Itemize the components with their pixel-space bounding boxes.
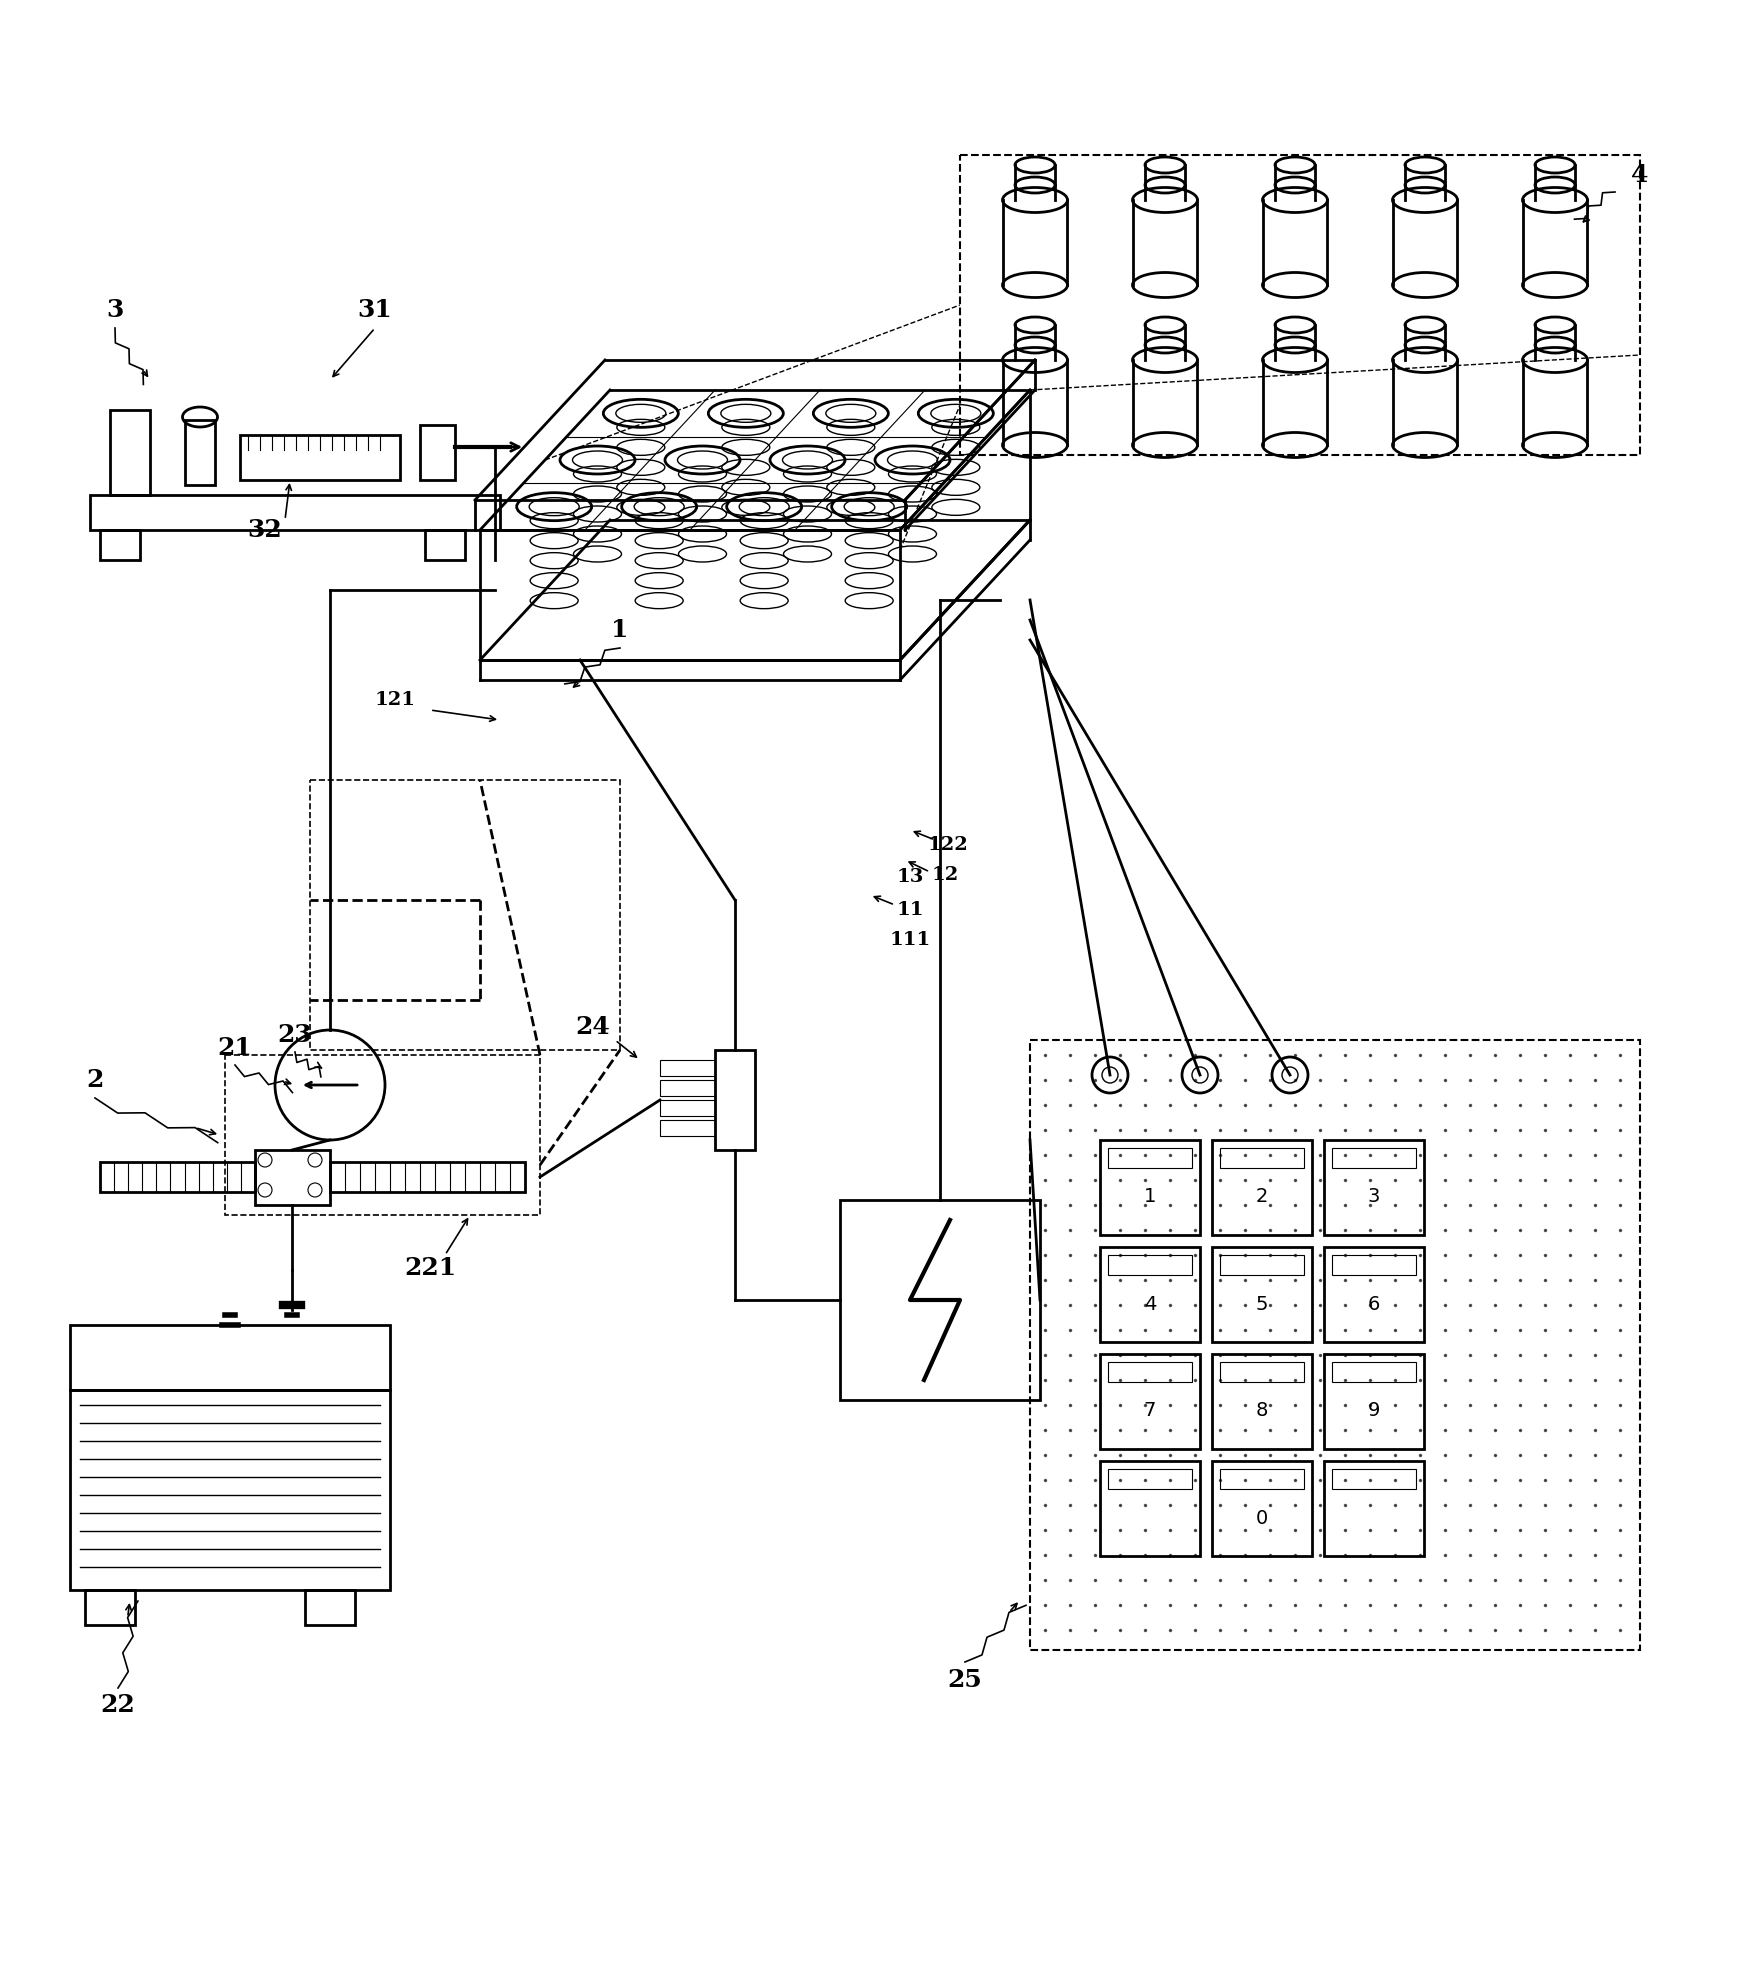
Text: 8: 8 xyxy=(1257,1401,1269,1421)
Bar xyxy=(1324,1139,1424,1236)
Bar xyxy=(1332,1147,1417,1169)
Bar xyxy=(310,781,620,1051)
Text: 31: 31 xyxy=(357,298,392,321)
Bar xyxy=(70,1325,391,1390)
Bar xyxy=(660,1080,715,1096)
Text: 4: 4 xyxy=(1144,1295,1156,1313)
Bar xyxy=(1324,1461,1424,1555)
Bar xyxy=(1220,1468,1304,1488)
Bar xyxy=(1030,1041,1640,1650)
Bar xyxy=(1332,1362,1417,1382)
Bar xyxy=(1324,1354,1424,1449)
Bar xyxy=(1109,1468,1192,1488)
Text: 32: 32 xyxy=(248,518,282,542)
Bar xyxy=(1213,1354,1311,1449)
Bar xyxy=(109,410,150,495)
Bar xyxy=(1332,1468,1417,1488)
Bar xyxy=(1220,1147,1304,1169)
Bar xyxy=(255,1149,331,1204)
Text: 0: 0 xyxy=(1257,1508,1269,1528)
Bar xyxy=(1213,1461,1311,1555)
Text: 111: 111 xyxy=(889,930,931,948)
Bar xyxy=(90,495,500,530)
Bar xyxy=(1332,1256,1417,1275)
Text: 25: 25 xyxy=(947,1667,982,1691)
Bar xyxy=(1100,1354,1200,1449)
Bar xyxy=(660,1100,715,1116)
Text: 22: 22 xyxy=(100,1693,136,1717)
Text: 3: 3 xyxy=(1368,1187,1380,1206)
Text: 4: 4 xyxy=(1632,164,1649,187)
Text: 23: 23 xyxy=(278,1023,312,1047)
Bar xyxy=(660,1060,715,1076)
Bar xyxy=(70,1390,391,1591)
Text: 1: 1 xyxy=(611,619,628,643)
Text: 24: 24 xyxy=(576,1015,611,1039)
Bar xyxy=(185,420,215,485)
Text: 21: 21 xyxy=(218,1037,252,1060)
Bar xyxy=(239,436,400,481)
Bar xyxy=(840,1200,1040,1399)
Bar xyxy=(225,1054,540,1214)
Bar xyxy=(1109,1147,1192,1169)
Text: 6: 6 xyxy=(1368,1295,1380,1313)
Text: 122: 122 xyxy=(928,836,968,853)
Bar xyxy=(1213,1139,1311,1236)
Text: 2: 2 xyxy=(1257,1187,1269,1206)
Bar xyxy=(1109,1256,1192,1275)
Bar xyxy=(421,426,456,481)
Text: 3: 3 xyxy=(106,298,123,321)
Bar xyxy=(1100,1248,1200,1342)
Bar xyxy=(1220,1256,1304,1275)
Text: 11: 11 xyxy=(896,901,924,918)
Text: 1: 1 xyxy=(1144,1187,1156,1206)
Bar xyxy=(84,1591,136,1624)
Bar xyxy=(959,156,1640,455)
Bar xyxy=(100,530,141,560)
Bar xyxy=(304,1591,356,1624)
Bar xyxy=(424,530,465,560)
Bar xyxy=(715,1051,755,1149)
Text: 5: 5 xyxy=(1255,1295,1269,1313)
Text: 221: 221 xyxy=(405,1256,456,1279)
Text: 2: 2 xyxy=(86,1068,104,1092)
Bar xyxy=(660,1120,715,1135)
Text: 7: 7 xyxy=(1144,1401,1156,1421)
Text: 13: 13 xyxy=(896,867,924,887)
Bar xyxy=(1100,1139,1200,1236)
Text: 12: 12 xyxy=(931,865,959,885)
Text: 9: 9 xyxy=(1368,1401,1380,1421)
Bar xyxy=(1109,1362,1192,1382)
Bar xyxy=(1213,1248,1311,1342)
Text: 121: 121 xyxy=(375,692,415,710)
Bar xyxy=(1324,1248,1424,1342)
Bar xyxy=(1100,1461,1200,1555)
Bar xyxy=(1220,1362,1304,1382)
